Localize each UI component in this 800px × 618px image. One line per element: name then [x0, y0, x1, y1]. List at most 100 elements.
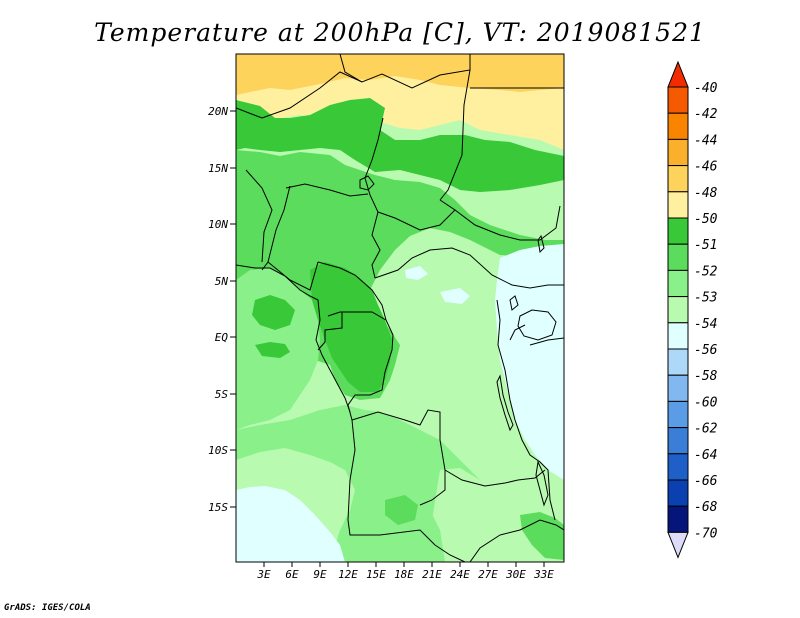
coastline [236, 264, 351, 413]
border-line [317, 261, 394, 421]
colorbar-label: -46 [694, 160, 718, 175]
colorbar-label: -70 [694, 526, 718, 541]
lat-label: 15N [208, 162, 228, 175]
border-line [469, 534, 501, 562]
lon-label: 33E [533, 568, 554, 581]
colorbar: -40 -42 -44 -46 -48 -50 -51 -52 -53 -54 -56 -58 -60 -… [667, 60, 718, 559]
lat-tick-group: 15N [208, 162, 236, 175]
lake-albert [509, 295, 519, 311]
lat-tick-group: 5S [215, 388, 236, 401]
lake-chad [359, 175, 375, 191]
lon-label: 3E [256, 568, 271, 581]
lake-tanganyika [496, 374, 514, 432]
colorbar-segment [667, 165, 689, 193]
colorbar-segment [667, 138, 689, 167]
lon-tick-group: 9E [313, 562, 327, 581]
border-line [499, 519, 564, 536]
colorbar-label: -58 [694, 369, 718, 384]
lon-label: 12E [338, 568, 358, 581]
temperature-field [236, 54, 564, 562]
lon-tick-group: 6E [285, 562, 299, 581]
colorbar-segment [667, 374, 689, 402]
lat-tick-group: 15S [208, 501, 236, 514]
border-line [496, 299, 516, 421]
colorbar-segment [667, 243, 689, 271]
lat-label: 5S [215, 388, 229, 401]
lat-label: 15S [208, 501, 228, 514]
border-line [285, 183, 369, 197]
lake-turkana [537, 234, 545, 254]
colorbar-label: -64 [694, 448, 717, 463]
lon-tick-group: 24E [450, 562, 470, 581]
border-line [261, 185, 291, 271]
border-line [529, 337, 564, 346]
country-boundaries [236, 54, 564, 562]
lon-tick-group: 3E [256, 562, 271, 581]
lon-tick-group: 18E [394, 562, 414, 581]
colorbar-segment [667, 86, 689, 114]
colorbar-bottom-arrow [667, 531, 689, 559]
colorbar-label: -56 [694, 343, 718, 358]
lon-label: 30E [505, 568, 526, 581]
colorbar-label: -54 [694, 317, 717, 332]
colorbar-segment [667, 322, 689, 350]
colorbar-segment [667, 112, 689, 140]
border-line [454, 205, 561, 241]
lon-axis: 3E 6E 9E 12E 15E 18E 21E 24E 27E 30E 33E [256, 562, 554, 581]
zone-minus56-east [495, 244, 564, 480]
lat-label: 5N [215, 275, 229, 288]
colorbar-label: -50 [694, 212, 718, 227]
colorbar-segment [667, 400, 689, 429]
colorbar-segment [667, 479, 689, 507]
lat-tick-group: 5N [215, 275, 236, 288]
border-line [327, 311, 387, 321]
border-line [245, 169, 273, 263]
colorbar-label: -51 [694, 238, 717, 253]
colorbar-segment [667, 269, 689, 298]
border-line [364, 117, 384, 279]
colorbar-segment [667, 191, 689, 219]
border-line [351, 409, 446, 506]
lon-tick-group: 15E [366, 562, 386, 581]
border-line [439, 69, 471, 201]
lon-tick-group: 30E [505, 562, 526, 581]
lat-tick-group: 10N [208, 218, 236, 231]
lon-label: 6E [285, 568, 299, 581]
lon-label: 18E [394, 568, 414, 581]
colorbar-label: -60 [694, 395, 718, 410]
lon-label: 9E [313, 568, 327, 581]
border-line [514, 419, 556, 521]
border-line [434, 544, 466, 562]
border-line [317, 312, 343, 351]
colorbar-label: -48 [694, 186, 718, 201]
zone-minus51-north [236, 98, 564, 192]
zone-minus51-west-patch [252, 295, 295, 330]
colorbar-label: -44 [694, 133, 717, 148]
colorbar-segment [667, 348, 689, 376]
zone-minus48 [236, 54, 564, 95]
lon-tick-group: 33E [533, 562, 554, 581]
lon-label: 27E [478, 568, 498, 581]
map-title: Temperature at 200hPa [C], VT: 201908152… [94, 18, 706, 47]
lon-label: 24E [450, 568, 470, 581]
lon-tick-group: 21E [422, 562, 442, 581]
lakes [359, 175, 557, 507]
lon-tick-group: 27E [478, 562, 498, 581]
lat-tick-group: 20N [208, 105, 236, 118]
zone-minus56-southwest [236, 486, 345, 562]
colorbar-label: -66 [694, 474, 718, 489]
lat-tick-group: 10S [208, 444, 236, 457]
zone-minus51-core [310, 262, 392, 392]
map-frame [235, 53, 565, 563]
lat-tick-group: EQ [215, 331, 236, 344]
lat-label: 10S [208, 444, 228, 457]
lat-label: 20N [208, 105, 228, 118]
zone-minus51-coast-patch [255, 342, 290, 358]
colorbar-segment [667, 505, 689, 533]
lon-tick-group: 12E [338, 562, 358, 581]
colorbar-segment [667, 453, 689, 481]
lon-label: 15E [366, 568, 386, 581]
colorbar-label: -68 [694, 500, 718, 515]
zone-minus56-spot1 [440, 288, 470, 304]
